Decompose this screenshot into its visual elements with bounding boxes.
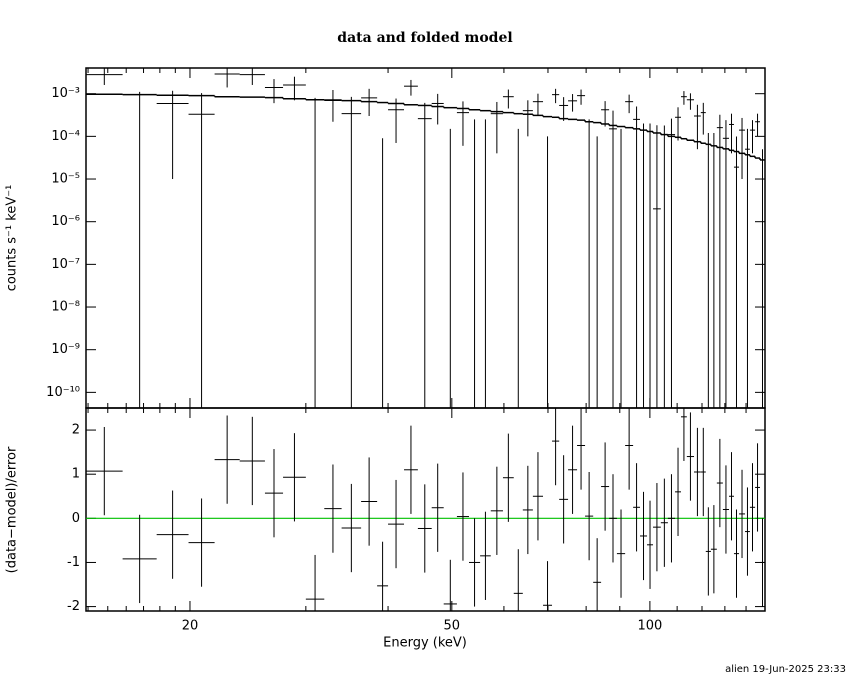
y-tick-label: -1: [67, 555, 80, 570]
y-tick-label: 10⁻¹⁰: [46, 385, 80, 400]
y-tick-label: 10⁻⁹: [51, 342, 80, 357]
y-tick-label: 10⁻⁴: [51, 129, 80, 144]
y-tick-label: 10⁻⁷: [51, 257, 80, 272]
y-tick-label: 10⁻⁵: [51, 172, 80, 187]
y-tick-label: 1: [72, 467, 80, 482]
y-axis-label: (data−model)/error: [5, 446, 20, 573]
plot-area: [86, 408, 765, 611]
y-tick-label: 10⁻⁸: [51, 300, 80, 315]
plot-area: [86, 68, 765, 408]
y-tick-label: 2: [72, 423, 80, 438]
x-tick-label: 100: [637, 619, 662, 634]
y-tick-label: 10⁻⁶: [51, 214, 80, 229]
frame: [85, 407, 766, 612]
footer: alien 19-Jun-2025 23:33: [725, 664, 846, 675]
y-tick-label: 10⁻³: [51, 86, 80, 101]
y-axis-label: counts s⁻¹ keV⁻¹: [5, 185, 20, 292]
chart-title: data and folded model: [337, 30, 512, 46]
y-tick-label: 0: [72, 511, 80, 526]
x-axis-label: Energy (keV): [383, 636, 467, 651]
x-tick-label: 20: [182, 619, 199, 634]
y-tick-label: -2: [67, 599, 80, 614]
x-tick-label: 50: [444, 619, 461, 634]
